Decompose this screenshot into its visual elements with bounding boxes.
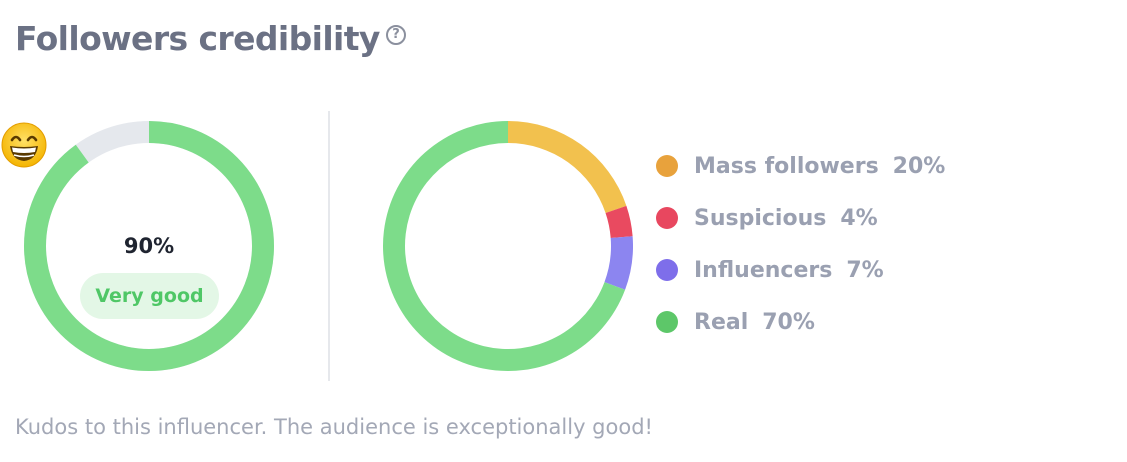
legend-item-mass-followers: Mass followers 20% bbox=[656, 140, 945, 192]
legend-label: Influencers bbox=[694, 257, 833, 283]
section-title: Followers credibility bbox=[15, 19, 380, 58]
audience-donut-chart bbox=[383, 121, 633, 371]
legend-label: Mass followers bbox=[694, 153, 879, 179]
legend-label: Suspicious bbox=[694, 205, 827, 231]
donut-slice-suspicious[interactable] bbox=[605, 205, 633, 238]
donut-slice-mass-followers[interactable] bbox=[508, 121, 627, 213]
credibility-score: 90% bbox=[123, 234, 175, 258]
chart-legend: Mass followers 20% Suspicious 4% Influen… bbox=[656, 140, 945, 348]
legend-dot bbox=[656, 155, 678, 177]
legend-item-influencers: Influencers 7% bbox=[656, 244, 945, 296]
summary-text: Kudos to this influencer. The audience i… bbox=[15, 415, 653, 439]
divider bbox=[328, 111, 330, 381]
legend-percent: 4% bbox=[840, 205, 878, 231]
legend-dot bbox=[656, 207, 678, 229]
legend-item-suspicious: Suspicious 4% bbox=[656, 192, 945, 244]
legend-percent: 70% bbox=[762, 309, 815, 335]
gauge-ring bbox=[24, 121, 274, 371]
donut-slice-influencers[interactable] bbox=[604, 236, 633, 290]
gauge-progress bbox=[24, 121, 274, 371]
rating-badge: Very good bbox=[80, 273, 219, 319]
grinning-face-icon bbox=[1, 122, 47, 168]
legend-dot bbox=[656, 259, 678, 281]
help-icon[interactable]: ? bbox=[386, 25, 406, 45]
legend-percent: 7% bbox=[846, 257, 884, 283]
donut-svg bbox=[383, 121, 633, 371]
legend-dot bbox=[656, 311, 678, 333]
legend-item-real: Real 70% bbox=[656, 296, 945, 348]
legend-percent: 20% bbox=[892, 153, 946, 179]
legend-label: Real bbox=[694, 309, 749, 335]
credibility-gauge: 90% Very good bbox=[1, 121, 274, 371]
